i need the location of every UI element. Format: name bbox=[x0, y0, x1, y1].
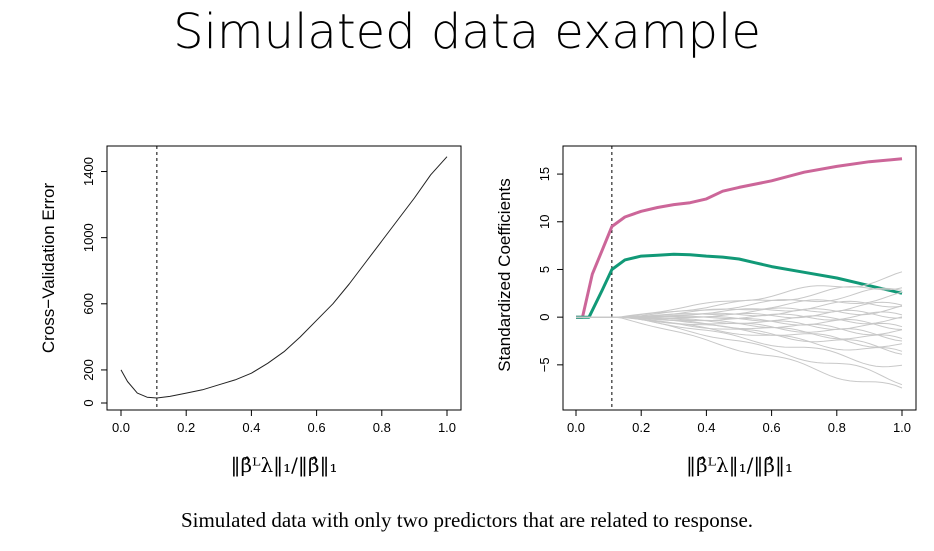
x-tick-label: 1.0 bbox=[438, 420, 456, 435]
noise-coefficient-path bbox=[576, 316, 903, 368]
noise-coefficient-path bbox=[576, 286, 903, 318]
slide-caption: Simulated data with only two predictors … bbox=[180, 508, 754, 532]
y-tick-label: 0 bbox=[537, 314, 552, 321]
y-tick-label: 600 bbox=[81, 293, 96, 315]
x-tick-label: 0.4 bbox=[242, 420, 260, 435]
x-axis-label: ‖β̂ᴸλ‖₁/‖β̂‖₁ bbox=[231, 453, 338, 478]
x-tick-label: 0.0 bbox=[112, 420, 130, 435]
noise-coefficient-path bbox=[576, 287, 903, 318]
y-tick-label: −5 bbox=[537, 357, 552, 372]
noise-coefficient-path bbox=[576, 316, 903, 386]
x-tick-label: 0.4 bbox=[697, 420, 715, 435]
noise-coefficient-path bbox=[576, 316, 903, 389]
plot-frame bbox=[106, 145, 462, 411]
coefficient-path-pink bbox=[576, 157, 903, 319]
x-tick-label: 0.2 bbox=[632, 420, 650, 435]
y-tick-label: 200 bbox=[81, 359, 96, 381]
y-tick-label: 15 bbox=[537, 167, 552, 181]
coefficients-chart: 0.0 0.2 0.4 0.6 0.8 1.0 −5 0 5 10 15 Standardized C… bbox=[495, 145, 917, 478]
x-tick-label: 1.0 bbox=[893, 420, 911, 435]
y-tick-label: 5 bbox=[537, 266, 552, 273]
coefficient-path-green bbox=[576, 252, 903, 319]
y-axis-label: Cross−Validation Error bbox=[39, 183, 58, 354]
x-axis-label: ‖β̂ᴸλ‖₁/‖β̂‖₁ bbox=[686, 453, 793, 478]
cv-error-chart: 0.0 0.2 0.4 0.6 0.8 1.0 0 200 600 1000 1400 Cross−V… bbox=[39, 145, 462, 478]
x-tick-label: 0.2 bbox=[177, 420, 195, 435]
x-tick-label: 0.6 bbox=[308, 420, 326, 435]
y-tick-label: 0 bbox=[81, 399, 96, 406]
plot-frame bbox=[562, 145, 917, 411]
y-axis-label: Standardized Coefficients bbox=[495, 178, 514, 371]
slide-title: Simulated data example bbox=[173, 4, 761, 60]
x-tick-label: 0.0 bbox=[567, 420, 585, 435]
x-tick-label: 0.8 bbox=[373, 420, 391, 435]
y-tick-label: 1000 bbox=[81, 223, 96, 252]
y-tick-label: 1400 bbox=[81, 157, 96, 186]
x-tick-label: 0.6 bbox=[763, 420, 781, 435]
y-tick-label: 10 bbox=[537, 215, 552, 229]
cv-error-line bbox=[120, 156, 448, 399]
x-tick-label: 0.8 bbox=[828, 420, 846, 435]
